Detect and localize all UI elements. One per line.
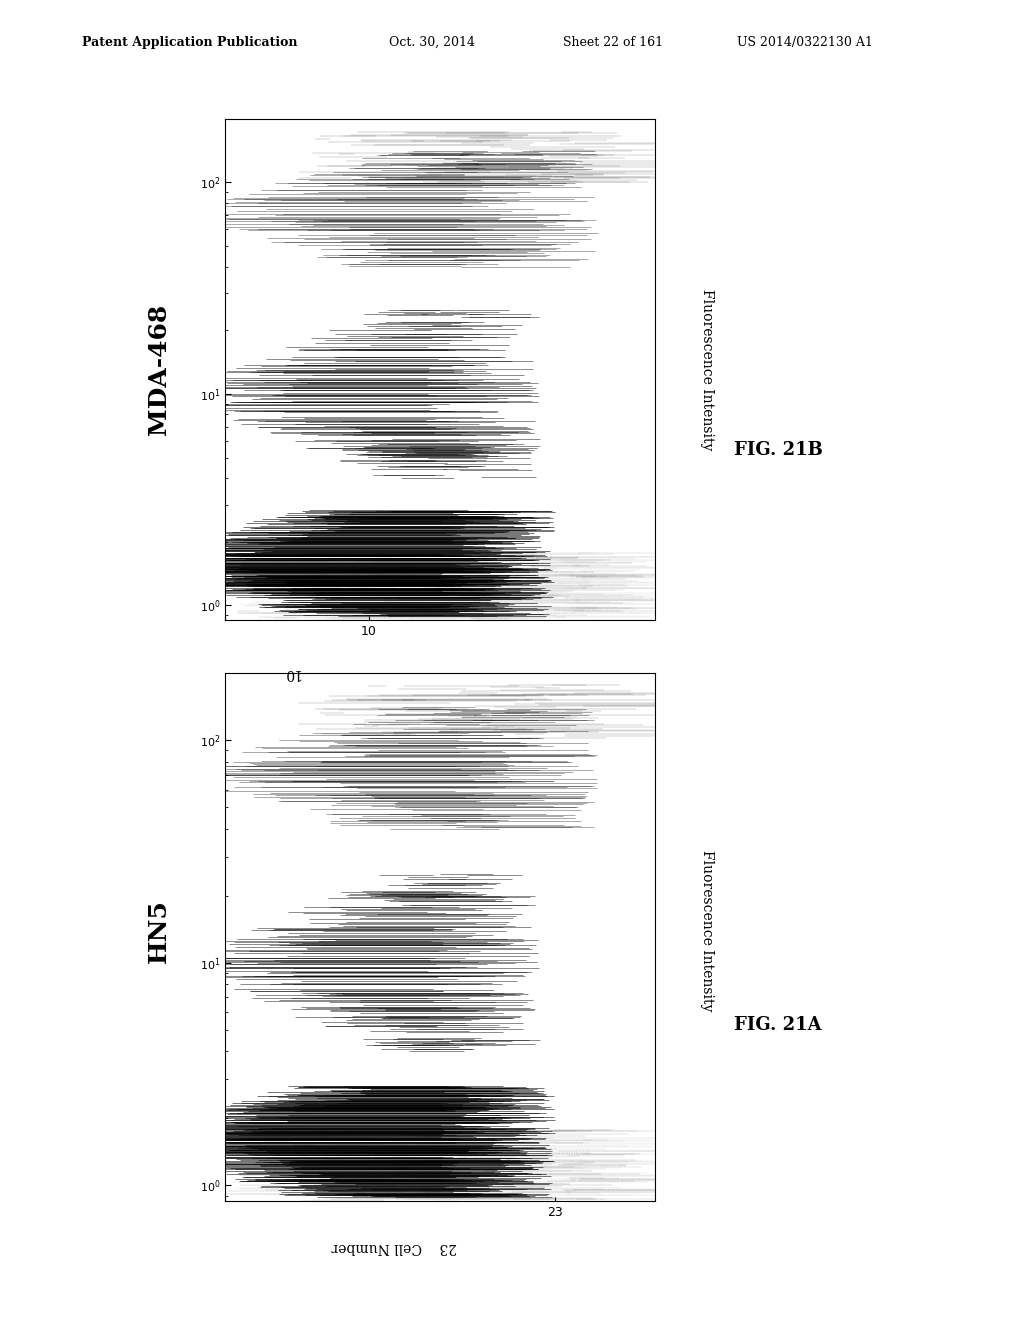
Text: Fluorescence Intensity: Fluorescence Intensity: [699, 850, 714, 1011]
Text: 23    Cell Number: 23 Cell Number: [332, 1241, 457, 1254]
Text: Oct. 30, 2014: Oct. 30, 2014: [389, 36, 475, 49]
Text: Patent Application Publication: Patent Application Publication: [82, 36, 297, 49]
Text: 10: 10: [283, 667, 301, 680]
Text: HN5: HN5: [146, 899, 171, 962]
Text: Fluorescence Intensity: Fluorescence Intensity: [699, 289, 714, 450]
Text: MDA-468: MDA-468: [146, 304, 171, 436]
Text: Sheet 22 of 161: Sheet 22 of 161: [563, 36, 664, 49]
Text: FIG. 21B: FIG. 21B: [734, 441, 822, 459]
Text: US 2014/0322130 A1: US 2014/0322130 A1: [737, 36, 873, 49]
Text: FIG. 21A: FIG. 21A: [734, 1015, 822, 1034]
